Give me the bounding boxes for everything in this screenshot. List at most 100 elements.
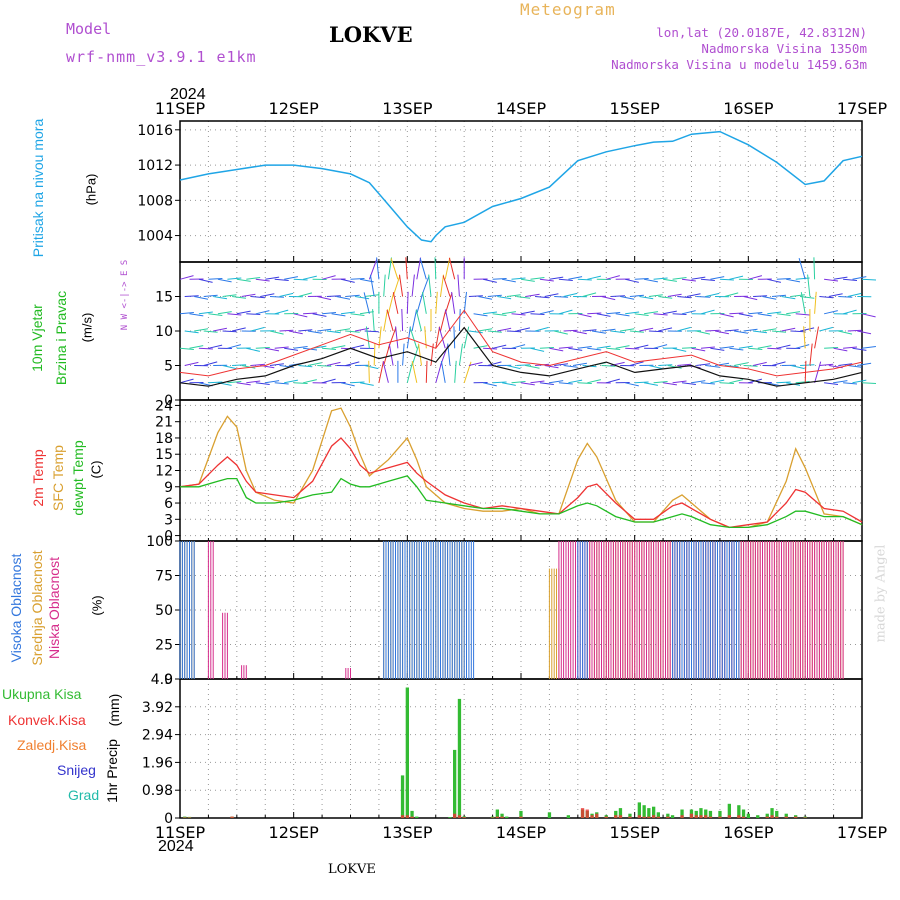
precip-bar bbox=[680, 809, 684, 818]
precip-bar bbox=[547, 812, 552, 818]
wind-barb bbox=[767, 311, 782, 315]
wind-barb bbox=[809, 343, 813, 366]
y-tick-label: 0 bbox=[164, 672, 173, 688]
wind-barb bbox=[535, 326, 549, 332]
precip-bar bbox=[628, 813, 632, 818]
wind-barb bbox=[269, 363, 284, 366]
precip-conv-bar bbox=[708, 816, 713, 818]
wind-barb bbox=[418, 343, 422, 366]
x-day-label-top: 14SEP bbox=[496, 99, 547, 118]
precip-bar bbox=[614, 810, 618, 818]
wind-barb bbox=[587, 312, 602, 315]
wind-barb bbox=[857, 330, 872, 335]
wind-barb bbox=[284, 379, 298, 384]
precip-bar bbox=[495, 809, 499, 818]
wind-barb bbox=[833, 347, 848, 352]
wind-barb bbox=[222, 330, 237, 333]
legend-conv: Konvek.Kisa bbox=[8, 712, 86, 728]
wind-barb bbox=[336, 328, 351, 332]
wind-barb bbox=[483, 311, 498, 315]
x-day-label-top: 17SEP bbox=[837, 99, 888, 118]
precip-bar bbox=[566, 815, 570, 818]
wind-barb bbox=[416, 257, 422, 280]
wind-barb bbox=[549, 276, 564, 280]
wind-barb bbox=[284, 276, 298, 280]
wind-barb bbox=[610, 295, 626, 297]
precip-bar bbox=[647, 808, 651, 818]
wind-barb bbox=[762, 328, 777, 332]
wind-barb bbox=[440, 361, 446, 383]
wind-barb bbox=[667, 293, 682, 297]
model-label: Model bbox=[66, 20, 112, 38]
wind-barb bbox=[179, 312, 194, 315]
wind-barb bbox=[663, 382, 677, 386]
wind-barb bbox=[530, 277, 545, 280]
precip-bar bbox=[505, 816, 509, 818]
wind-barb bbox=[813, 257, 816, 280]
wind-barb bbox=[255, 310, 270, 315]
y-tick-label: 3.92 bbox=[142, 700, 173, 716]
precip-conv-bar bbox=[410, 816, 414, 818]
wind-barb bbox=[667, 365, 682, 369]
gust-line bbox=[179, 309, 863, 377]
wind-barb bbox=[405, 257, 408, 280]
wind-barb bbox=[719, 382, 734, 384]
x-day-label-top: 11SEP bbox=[155, 99, 206, 118]
wind-barb bbox=[549, 347, 564, 352]
wind-barb bbox=[833, 276, 848, 280]
wind-barb bbox=[795, 277, 810, 280]
y-tick-label: 2.94 bbox=[142, 728, 173, 744]
x-day-label-bottom: 16SEP bbox=[723, 823, 774, 842]
precip-conv-bar bbox=[595, 813, 599, 818]
wind-barb bbox=[246, 380, 261, 384]
precip-conv-bar bbox=[718, 816, 722, 818]
wind-barb bbox=[194, 328, 209, 332]
precip-conv-bar bbox=[585, 809, 589, 818]
wind-barb bbox=[596, 313, 611, 317]
wind-barb bbox=[246, 347, 261, 352]
wind-barb bbox=[255, 347, 270, 349]
wind-barb bbox=[497, 296, 512, 300]
wind-barb bbox=[293, 382, 308, 384]
wind-barb bbox=[710, 276, 725, 280]
x-day-label-bottom: 12SEP bbox=[269, 823, 320, 842]
precip-conv-bar bbox=[642, 816, 646, 818]
wind-barb bbox=[365, 326, 370, 349]
x-day-label-bottom: 14SEP bbox=[496, 823, 547, 842]
precip-bar bbox=[519, 810, 523, 818]
wind-barb bbox=[729, 347, 744, 351]
wind-barb bbox=[644, 382, 658, 386]
precip-conv-bar bbox=[656, 816, 660, 818]
model-elevation-text: Nadmorska Visina u modelu 1459.63m bbox=[611, 57, 867, 72]
precip-conv-bar bbox=[230, 816, 234, 818]
wind-barb bbox=[819, 326, 834, 332]
wind-barb bbox=[434, 257, 437, 280]
wind-barb bbox=[227, 277, 242, 280]
wind-barb bbox=[331, 313, 346, 317]
wind-barb bbox=[217, 311, 232, 315]
wind-barb bbox=[497, 327, 512, 332]
precip-conv-bar bbox=[704, 815, 708, 818]
wind-barb bbox=[506, 365, 521, 370]
wind-barb bbox=[492, 278, 507, 280]
wind-barb bbox=[307, 330, 322, 334]
y-tick-label: 15 bbox=[155, 290, 173, 306]
wind-barb bbox=[250, 326, 265, 332]
wind-barb bbox=[179, 347, 194, 350]
precip-conv-bar bbox=[765, 816, 769, 818]
wind-barb bbox=[620, 328, 635, 332]
wind-barb bbox=[317, 365, 332, 367]
wind-barb bbox=[478, 328, 493, 332]
wind-barb bbox=[620, 296, 635, 300]
wind-barb bbox=[520, 278, 535, 282]
wind-barb bbox=[473, 313, 488, 317]
wind-barb bbox=[231, 327, 246, 332]
wind-barb bbox=[634, 313, 649, 316]
wind-barb bbox=[663, 310, 677, 315]
wind-barb bbox=[203, 294, 218, 297]
wind-barb bbox=[861, 313, 876, 318]
wind-barb bbox=[734, 362, 748, 366]
wind-barb bbox=[705, 365, 720, 368]
wind-barb bbox=[516, 296, 531, 299]
wind-barb bbox=[189, 345, 204, 349]
